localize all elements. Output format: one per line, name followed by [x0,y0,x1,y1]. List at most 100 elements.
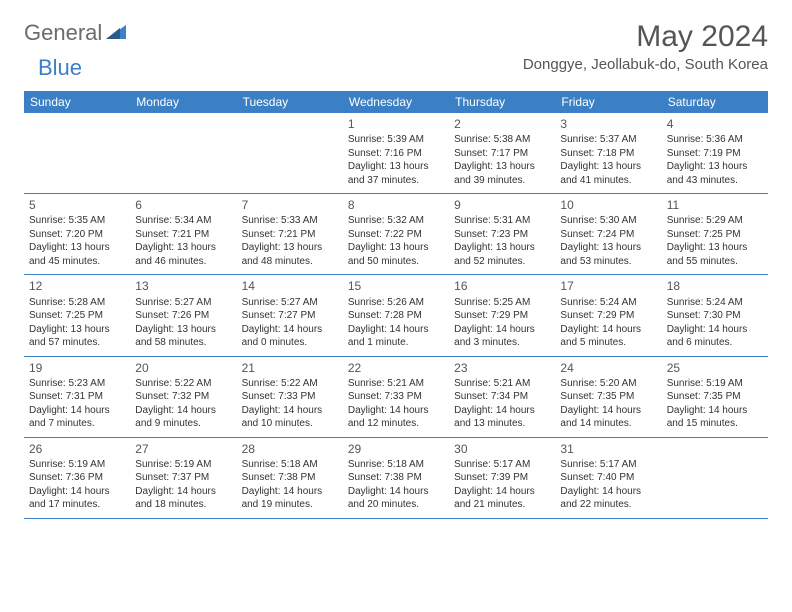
sunset-text: Sunset: 7:39 PM [454,471,550,485]
sunrise-text: Sunrise: 5:21 AM [454,377,550,391]
daylight-text-1: Daylight: 14 hours [348,485,444,499]
daylight-text-1: Daylight: 13 hours [454,241,550,255]
day-number: 4 [667,116,763,132]
brand-text-2: Blue [38,55,82,81]
daylight-text-2: and 15 minutes. [667,417,763,431]
day-cell: 27Sunrise: 5:19 AMSunset: 7:37 PMDayligh… [130,438,236,518]
sunset-text: Sunset: 7:36 PM [29,471,125,485]
daylight-text-2: and 3 minutes. [454,336,550,350]
sunrise-text: Sunrise: 5:30 AM [560,214,656,228]
day-cell: 21Sunrise: 5:22 AMSunset: 7:33 PMDayligh… [237,357,343,437]
day-number: 16 [454,278,550,294]
day-cell: 23Sunrise: 5:21 AMSunset: 7:34 PMDayligh… [449,357,555,437]
sunrise-text: Sunrise: 5:17 AM [454,458,550,472]
day-cell: 7Sunrise: 5:33 AMSunset: 7:21 PMDaylight… [237,194,343,274]
day-cell: 16Sunrise: 5:25 AMSunset: 7:29 PMDayligh… [449,275,555,355]
sunset-text: Sunset: 7:26 PM [135,309,231,323]
weekday-header: Sunday [24,91,130,113]
daylight-text-1: Daylight: 14 hours [242,485,338,499]
daylight-text-1: Daylight: 13 hours [242,241,338,255]
day-cell: 13Sunrise: 5:27 AMSunset: 7:26 PMDayligh… [130,275,236,355]
sunrise-text: Sunrise: 5:20 AM [560,377,656,391]
day-cell: 15Sunrise: 5:26 AMSunset: 7:28 PMDayligh… [343,275,449,355]
daylight-text-2: and 6 minutes. [667,336,763,350]
empty-cell [24,113,130,193]
day-number: 24 [560,360,656,376]
sunset-text: Sunset: 7:22 PM [348,228,444,242]
sunset-text: Sunset: 7:33 PM [242,390,338,404]
day-cell: 26Sunrise: 5:19 AMSunset: 7:36 PMDayligh… [24,438,130,518]
daylight-text-1: Daylight: 14 hours [242,404,338,418]
day-cell: 1Sunrise: 5:39 AMSunset: 7:16 PMDaylight… [343,113,449,193]
daylight-text-2: and 37 minutes. [348,174,444,188]
daylight-text-1: Daylight: 14 hours [29,404,125,418]
sunset-text: Sunset: 7:21 PM [135,228,231,242]
daylight-text-2: and 10 minutes. [242,417,338,431]
sunrise-text: Sunrise: 5:19 AM [135,458,231,472]
day-cell: 2Sunrise: 5:38 AMSunset: 7:17 PMDaylight… [449,113,555,193]
calendar-body: 1Sunrise: 5:39 AMSunset: 7:16 PMDaylight… [24,113,768,519]
daylight-text-1: Daylight: 14 hours [454,404,550,418]
daylight-text-2: and 7 minutes. [29,417,125,431]
day-cell: 10Sunrise: 5:30 AMSunset: 7:24 PMDayligh… [555,194,661,274]
sunset-text: Sunset: 7:35 PM [560,390,656,404]
day-number: 23 [454,360,550,376]
day-number: 18 [667,278,763,294]
daylight-text-1: Daylight: 14 hours [560,323,656,337]
sunset-text: Sunset: 7:25 PM [667,228,763,242]
sunrise-text: Sunrise: 5:22 AM [242,377,338,391]
daylight-text-1: Daylight: 13 hours [29,241,125,255]
sunrise-text: Sunrise: 5:18 AM [242,458,338,472]
day-number: 29 [348,441,444,457]
week-row: 1Sunrise: 5:39 AMSunset: 7:16 PMDaylight… [24,113,768,194]
daylight-text-2: and 43 minutes. [667,174,763,188]
sunset-text: Sunset: 7:28 PM [348,309,444,323]
sunset-text: Sunset: 7:23 PM [454,228,550,242]
daylight-text-2: and 22 minutes. [560,498,656,512]
weekday-header: Friday [555,91,661,113]
day-number: 25 [667,360,763,376]
weekday-header-row: Sunday Monday Tuesday Wednesday Thursday… [24,91,768,113]
daylight-text-1: Daylight: 14 hours [454,485,550,499]
daylight-text-1: Daylight: 13 hours [348,241,444,255]
sunset-text: Sunset: 7:18 PM [560,147,656,161]
week-row: 12Sunrise: 5:28 AMSunset: 7:25 PMDayligh… [24,275,768,356]
sunset-text: Sunset: 7:35 PM [667,390,763,404]
day-number: 12 [29,278,125,294]
title-block: May 2024 Donggye, Jeollabuk-do, South Ko… [523,20,768,73]
daylight-text-2: and 48 minutes. [242,255,338,269]
day-cell: 25Sunrise: 5:19 AMSunset: 7:35 PMDayligh… [662,357,768,437]
sunrise-text: Sunrise: 5:27 AM [135,296,231,310]
day-cell: 22Sunrise: 5:21 AMSunset: 7:33 PMDayligh… [343,357,449,437]
sunset-text: Sunset: 7:37 PM [135,471,231,485]
daylight-text-2: and 19 minutes. [242,498,338,512]
day-number: 20 [135,360,231,376]
weekday-header: Wednesday [343,91,449,113]
daylight-text-1: Daylight: 13 hours [348,160,444,174]
sunrise-text: Sunrise: 5:29 AM [667,214,763,228]
week-row: 5Sunrise: 5:35 AMSunset: 7:20 PMDaylight… [24,194,768,275]
day-cell: 30Sunrise: 5:17 AMSunset: 7:39 PMDayligh… [449,438,555,518]
day-number: 13 [135,278,231,294]
sunrise-text: Sunrise: 5:36 AM [667,133,763,147]
month-title: May 2024 [523,20,768,54]
day-cell: 29Sunrise: 5:18 AMSunset: 7:38 PMDayligh… [343,438,449,518]
day-number: 22 [348,360,444,376]
day-number: 1 [348,116,444,132]
sunrise-text: Sunrise: 5:17 AM [560,458,656,472]
daylight-text-2: and 17 minutes. [29,498,125,512]
sunrise-text: Sunrise: 5:25 AM [454,296,550,310]
sunset-text: Sunset: 7:38 PM [242,471,338,485]
day-number: 21 [242,360,338,376]
weekday-header: Tuesday [237,91,343,113]
daylight-text-1: Daylight: 13 hours [454,160,550,174]
day-number: 5 [29,197,125,213]
day-cell: 8Sunrise: 5:32 AMSunset: 7:22 PMDaylight… [343,194,449,274]
sunrise-text: Sunrise: 5:37 AM [560,133,656,147]
sunrise-text: Sunrise: 5:23 AM [29,377,125,391]
daylight-text-2: and 50 minutes. [348,255,444,269]
day-cell: 6Sunrise: 5:34 AMSunset: 7:21 PMDaylight… [130,194,236,274]
sunrise-text: Sunrise: 5:38 AM [454,133,550,147]
daylight-text-2: and 45 minutes. [29,255,125,269]
daylight-text-2: and 14 minutes. [560,417,656,431]
